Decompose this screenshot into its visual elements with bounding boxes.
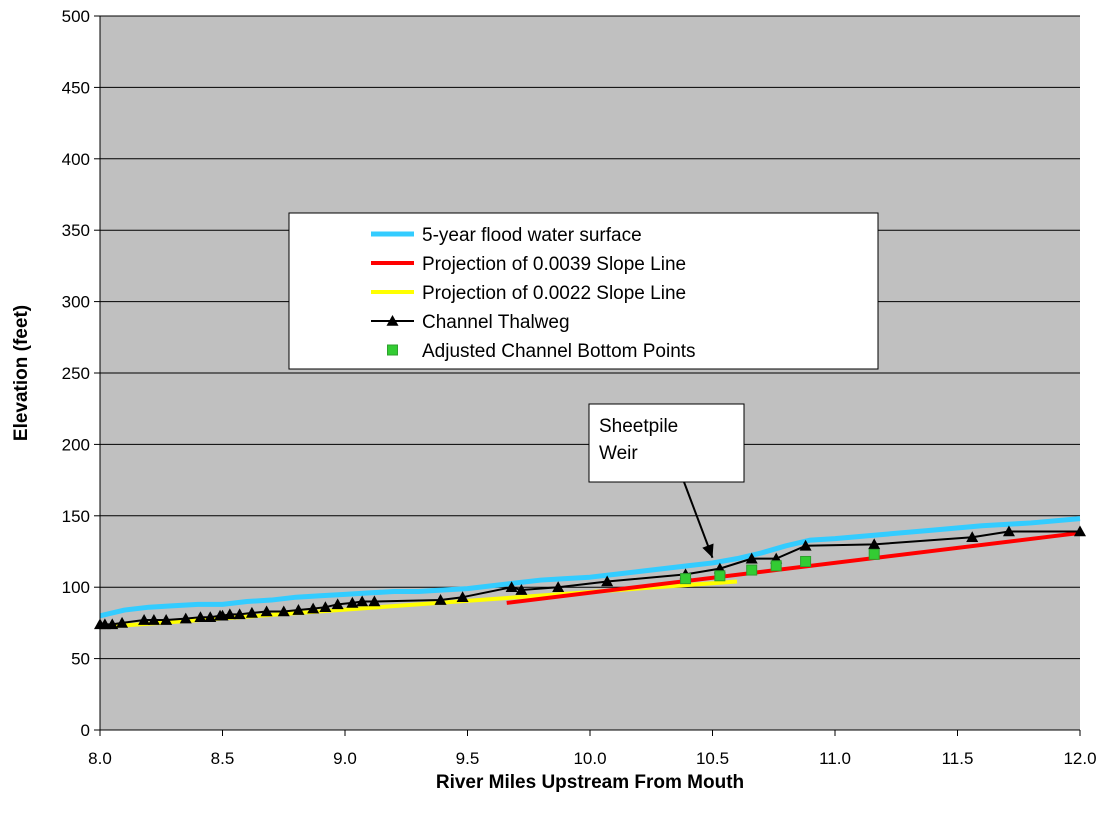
y-tick-label: 250 — [62, 364, 90, 383]
thalweg-point — [147, 614, 160, 625]
x-axis-title: River Miles Upstream From Mouth — [436, 772, 744, 793]
x-tick-label: 9.5 — [456, 749, 480, 768]
annotation-arrow-shaft — [683, 481, 714, 559]
thalweg-point — [346, 596, 359, 608]
series-line-0 — [99, 516, 1081, 619]
thalweg-point — [277, 605, 290, 617]
thalweg-point — [292, 604, 305, 615]
thalweg-point — [319, 601, 332, 612]
legend-swatch-marker — [386, 315, 399, 326]
legend-label: Projection of 0.0039 Slope Line — [422, 254, 686, 275]
legend-swatch-marker — [387, 344, 398, 356]
x-tick-label: 12.0 — [1063, 749, 1096, 768]
thalweg-point — [515, 584, 528, 595]
thalweg-point — [745, 552, 758, 564]
thalweg-point — [307, 602, 320, 614]
x-tick-label: 10.0 — [573, 749, 606, 768]
thalweg-point — [245, 606, 258, 618]
thalweg-point — [260, 605, 273, 617]
adjusted-bottom-point — [770, 560, 782, 572]
thalweg-point — [204, 611, 217, 622]
thalweg-point — [966, 531, 979, 543]
thalweg-point — [160, 614, 173, 625]
thalweg-point — [223, 608, 236, 620]
annotation-arrowhead — [702, 543, 714, 558]
y-tick-label: 450 — [62, 78, 90, 97]
y-tick-label: 150 — [62, 507, 90, 526]
thalweg-point — [456, 591, 469, 602]
annotation-box — [588, 403, 745, 483]
thalweg-point — [1074, 525, 1086, 537]
y-tick-label: 400 — [62, 150, 90, 169]
x-tick-label: 11.5 — [942, 749, 974, 768]
y-tick-label: 100 — [62, 578, 90, 597]
thalweg-point — [434, 594, 447, 605]
thalweg-point — [1002, 525, 1015, 537]
annotation-text: Sheetpile — [599, 416, 678, 437]
adjusted-bottom-point — [868, 548, 880, 560]
thalweg-point — [601, 575, 614, 587]
thalweg-point — [138, 614, 151, 625]
y-tick-label: 50 — [71, 650, 90, 669]
series-line-1 — [506, 530, 1081, 605]
x-tick-label: 9.0 — [333, 749, 357, 768]
thalweg-point — [179, 612, 192, 624]
thalweg-point — [356, 595, 369, 607]
adjusted-bottom-point — [714, 570, 726, 582]
series-4 — [680, 548, 880, 585]
legend-label: Adjusted Channel Bottom Points — [422, 341, 696, 362]
thalweg-point — [116, 616, 129, 628]
thalweg-point — [368, 595, 381, 607]
series-0 — [99, 516, 1081, 619]
thalweg-point — [233, 608, 246, 620]
adjusted-bottom-point — [746, 564, 758, 576]
y-tick-label: 350 — [62, 221, 90, 240]
y-axis-title: Elevation (feet) — [11, 305, 32, 441]
x-tick-label: 8.5 — [211, 749, 235, 768]
thalweg-point — [799, 539, 812, 551]
thalweg-point — [868, 538, 881, 550]
x-tick-label: 11.0 — [819, 749, 851, 768]
adjusted-bottom-point — [680, 573, 692, 585]
x-tick-label: 10.5 — [696, 749, 729, 768]
legend-label: Projection of 0.0022 Slope Line — [422, 283, 686, 304]
thalweg-point — [505, 581, 518, 592]
thalweg-point — [331, 598, 344, 610]
adjusted-bottom-point — [800, 555, 812, 567]
legend-label: Channel Thalweg — [422, 312, 570, 333]
thalweg-point — [106, 618, 119, 630]
y-tick-label: 0 — [81, 721, 90, 740]
series-1 — [506, 530, 1081, 605]
thalweg-point — [194, 611, 207, 622]
y-tick-label: 300 — [62, 293, 90, 312]
y-tick-label: 500 — [62, 7, 90, 26]
legend-label: 5-year flood water surface — [422, 225, 642, 246]
annotation-text: Weir — [599, 443, 638, 464]
thalweg-point — [552, 581, 565, 592]
y-tick-label: 200 — [62, 435, 90, 454]
x-tick-label: 8.0 — [88, 749, 112, 768]
